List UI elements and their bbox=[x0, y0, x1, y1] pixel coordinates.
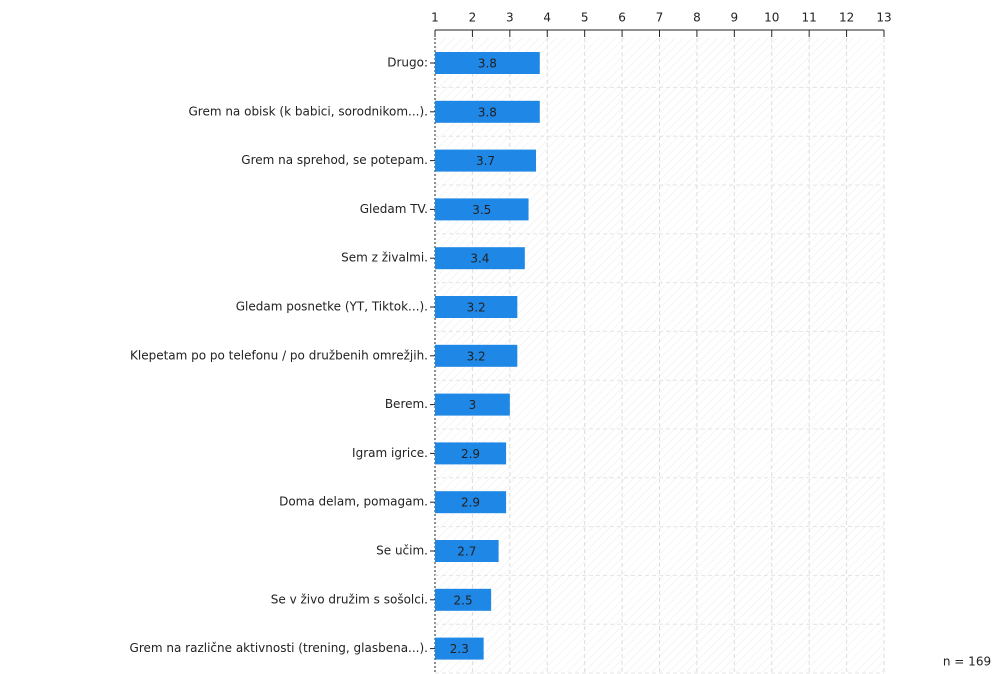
data-label: 2.9 bbox=[461, 496, 480, 510]
x-tick-label: 8 bbox=[693, 11, 701, 25]
data-label: 3.2 bbox=[467, 301, 486, 315]
y-tick-label: Se v živo družim s sošolci. bbox=[271, 592, 428, 606]
y-tick-label: Drugo: bbox=[387, 56, 428, 70]
bar bbox=[435, 637, 484, 660]
y-tick-label: Gledam TV. bbox=[360, 202, 428, 216]
data-label: 2.7 bbox=[457, 545, 476, 559]
data-label: 2.3 bbox=[450, 642, 469, 656]
bar bbox=[435, 198, 529, 221]
bar bbox=[435, 52, 540, 74]
x-tick-label: 12 bbox=[839, 11, 854, 25]
bar bbox=[435, 540, 499, 562]
y-tick-label: Sem z živalmi. bbox=[341, 251, 428, 265]
y-tick-label: Gledam posnetke (YT, Tiktok...). bbox=[236, 300, 428, 314]
x-tick-label: 4 bbox=[543, 11, 551, 25]
data-label: 3.4 bbox=[470, 252, 489, 266]
y-tick-label: Klepetam po po telefonu / po družbenih o… bbox=[130, 348, 428, 362]
x-tick-label: 9 bbox=[731, 11, 739, 25]
data-label: 3.2 bbox=[467, 349, 486, 363]
y-tick-label: Grem na sprehod, se potepam. bbox=[241, 153, 428, 167]
bar bbox=[435, 491, 507, 514]
y-tick-label: Igram igrice. bbox=[352, 446, 428, 460]
bar bbox=[435, 442, 507, 465]
x-tick-label: 1 bbox=[431, 11, 439, 25]
y-tick-label: Se učim. bbox=[376, 544, 428, 558]
bar bbox=[435, 344, 518, 367]
bar bbox=[435, 247, 525, 270]
data-label: 3.8 bbox=[478, 105, 497, 119]
bar bbox=[435, 393, 510, 416]
data-label: 3.8 bbox=[478, 57, 497, 71]
bar bbox=[435, 296, 518, 318]
x-tick-label: 11 bbox=[802, 11, 817, 25]
data-label: 3.7 bbox=[476, 154, 495, 168]
y-tick-label: Grem na obisk (k babici, sorodnikom...). bbox=[188, 104, 428, 118]
x-tick-label: 5 bbox=[581, 11, 589, 25]
x-tick-label: 6 bbox=[618, 11, 626, 25]
data-label: 2.5 bbox=[454, 593, 473, 607]
x-tick-label: 2 bbox=[469, 11, 477, 25]
annotation: n = 169 bbox=[943, 655, 991, 669]
bar bbox=[435, 588, 492, 611]
x-tick-label: 10 bbox=[764, 11, 779, 25]
bar bbox=[435, 149, 537, 172]
data-label: 3.5 bbox=[472, 203, 491, 217]
x-tick-label: 3 bbox=[506, 11, 514, 25]
y-tick-label: Doma delam, pomagam. bbox=[279, 495, 428, 509]
x-tick-label: 13 bbox=[876, 11, 891, 25]
bar bbox=[435, 100, 540, 123]
data-label: 3 bbox=[469, 398, 477, 412]
x-tick-label: 7 bbox=[656, 11, 664, 25]
y-tick-label: Berem. bbox=[385, 397, 428, 411]
data-label: 2.9 bbox=[461, 447, 480, 461]
y-tick-label: Grem na različne aktivnosti (trening, gl… bbox=[130, 641, 428, 655]
